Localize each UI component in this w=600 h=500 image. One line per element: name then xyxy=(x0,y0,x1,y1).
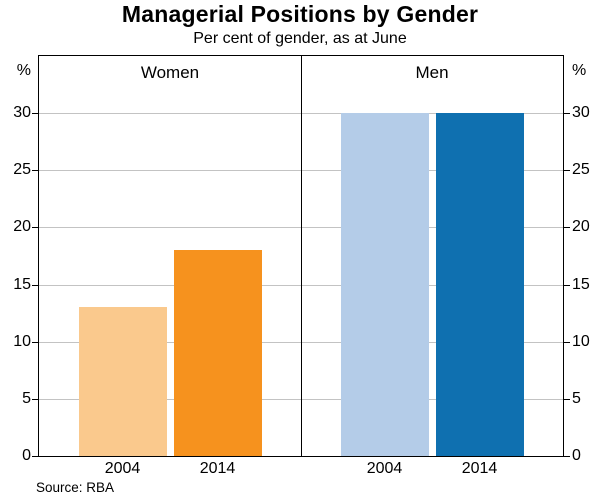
y-tick-mark-right-15 xyxy=(564,284,570,286)
y-tick-label-right-0: 0 xyxy=(572,447,581,464)
y-tick-label-right-15: 15 xyxy=(572,275,590,293)
y-tick-label-left-30: 30 xyxy=(13,104,31,122)
bar-men-2014 xyxy=(435,113,524,456)
y-tick-mark-left-25 xyxy=(32,170,38,172)
x-label-men-2004: 2004 xyxy=(366,460,403,477)
y-tick-label-right-25: 25 xyxy=(572,161,590,179)
y-tick-mark-left-15 xyxy=(32,284,38,286)
x-label-men-2014: 2014 xyxy=(461,460,498,477)
y-tick-mark-right-0 xyxy=(564,456,570,457)
y-axis-unit-left: % xyxy=(16,62,31,79)
y-tick-mark-right-20 xyxy=(564,227,570,229)
panel-label-men: Men xyxy=(415,63,449,82)
bar-women-2014 xyxy=(173,250,262,456)
y-tick-label-right-20: 20 xyxy=(572,218,590,236)
plot-area: Women Men xyxy=(38,55,564,457)
y-tick-mark-left-0 xyxy=(32,456,38,457)
y-tick-label-right-10: 10 xyxy=(572,332,590,350)
y-tick-label-right-30: 30 xyxy=(572,104,590,122)
y-tick-mark-left-10 xyxy=(32,341,38,343)
x-label-women-2004: 2004 xyxy=(104,460,141,477)
source-note: Source: RBA xyxy=(36,480,115,495)
y-tick-label-left-20: 20 xyxy=(13,218,31,236)
y-tick-mark-left-5 xyxy=(32,398,38,400)
y-tick-label-left-10: 10 xyxy=(13,332,31,350)
x-label-women-2014: 2014 xyxy=(199,460,236,477)
bar-women-2004 xyxy=(78,307,167,456)
chart-subtitle: Per cent of gender, as at June xyxy=(193,30,407,47)
y-tick-label-left-25: 25 xyxy=(13,161,31,179)
panel-divider xyxy=(301,56,302,456)
y-tick-mark-left-30 xyxy=(32,113,38,115)
y-tick-label-left-0: 0 xyxy=(22,447,31,464)
bar-men-2004 xyxy=(340,113,429,456)
y-tick-mark-left-20 xyxy=(32,227,38,229)
y-tick-label-left-5: 5 xyxy=(22,389,31,407)
y-tick-label-right-5: 5 xyxy=(572,389,581,407)
panel-label-women: Women xyxy=(140,63,200,82)
y-axis-unit-right: % xyxy=(572,62,587,79)
y-tick-mark-right-10 xyxy=(564,341,570,343)
y-tick-mark-right-30 xyxy=(564,113,570,115)
y-tick-label-left-15: 15 xyxy=(13,275,31,293)
y-tick-mark-right-5 xyxy=(564,398,570,400)
y-tick-mark-right-25 xyxy=(564,170,570,172)
chart-title: Managerial Positions by Gender xyxy=(121,1,479,27)
